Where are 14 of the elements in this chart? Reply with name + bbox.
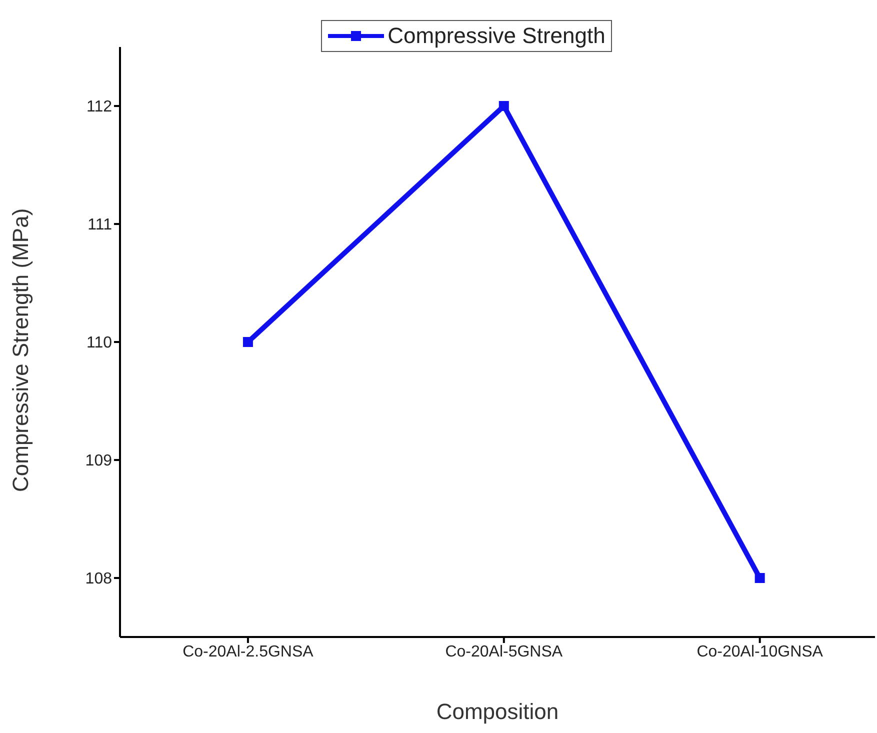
y-tick-label: 111 [88, 216, 112, 234]
x-tick-label: Co-20Al-2.5GNSA [182, 643, 314, 660]
legend-label: Compressive Strength [388, 23, 606, 49]
y-tick-label: 112 [86, 98, 112, 116]
x-tick-label: Co-20Al-10GNSA [696, 643, 824, 660]
y-tick-label: 110 [86, 334, 112, 352]
y-tick-label: 108 [85, 570, 112, 588]
point [242, 337, 253, 347]
point [754, 573, 765, 583]
x-tick-label: Co-20Al-5GNSA [445, 643, 563, 660]
y-axis-title: Compressive Strength (MPa) [8, 208, 33, 492]
point [498, 101, 509, 111]
y-tick-label: 109 [85, 452, 112, 470]
x-axis-title: Composition [436, 699, 559, 724]
